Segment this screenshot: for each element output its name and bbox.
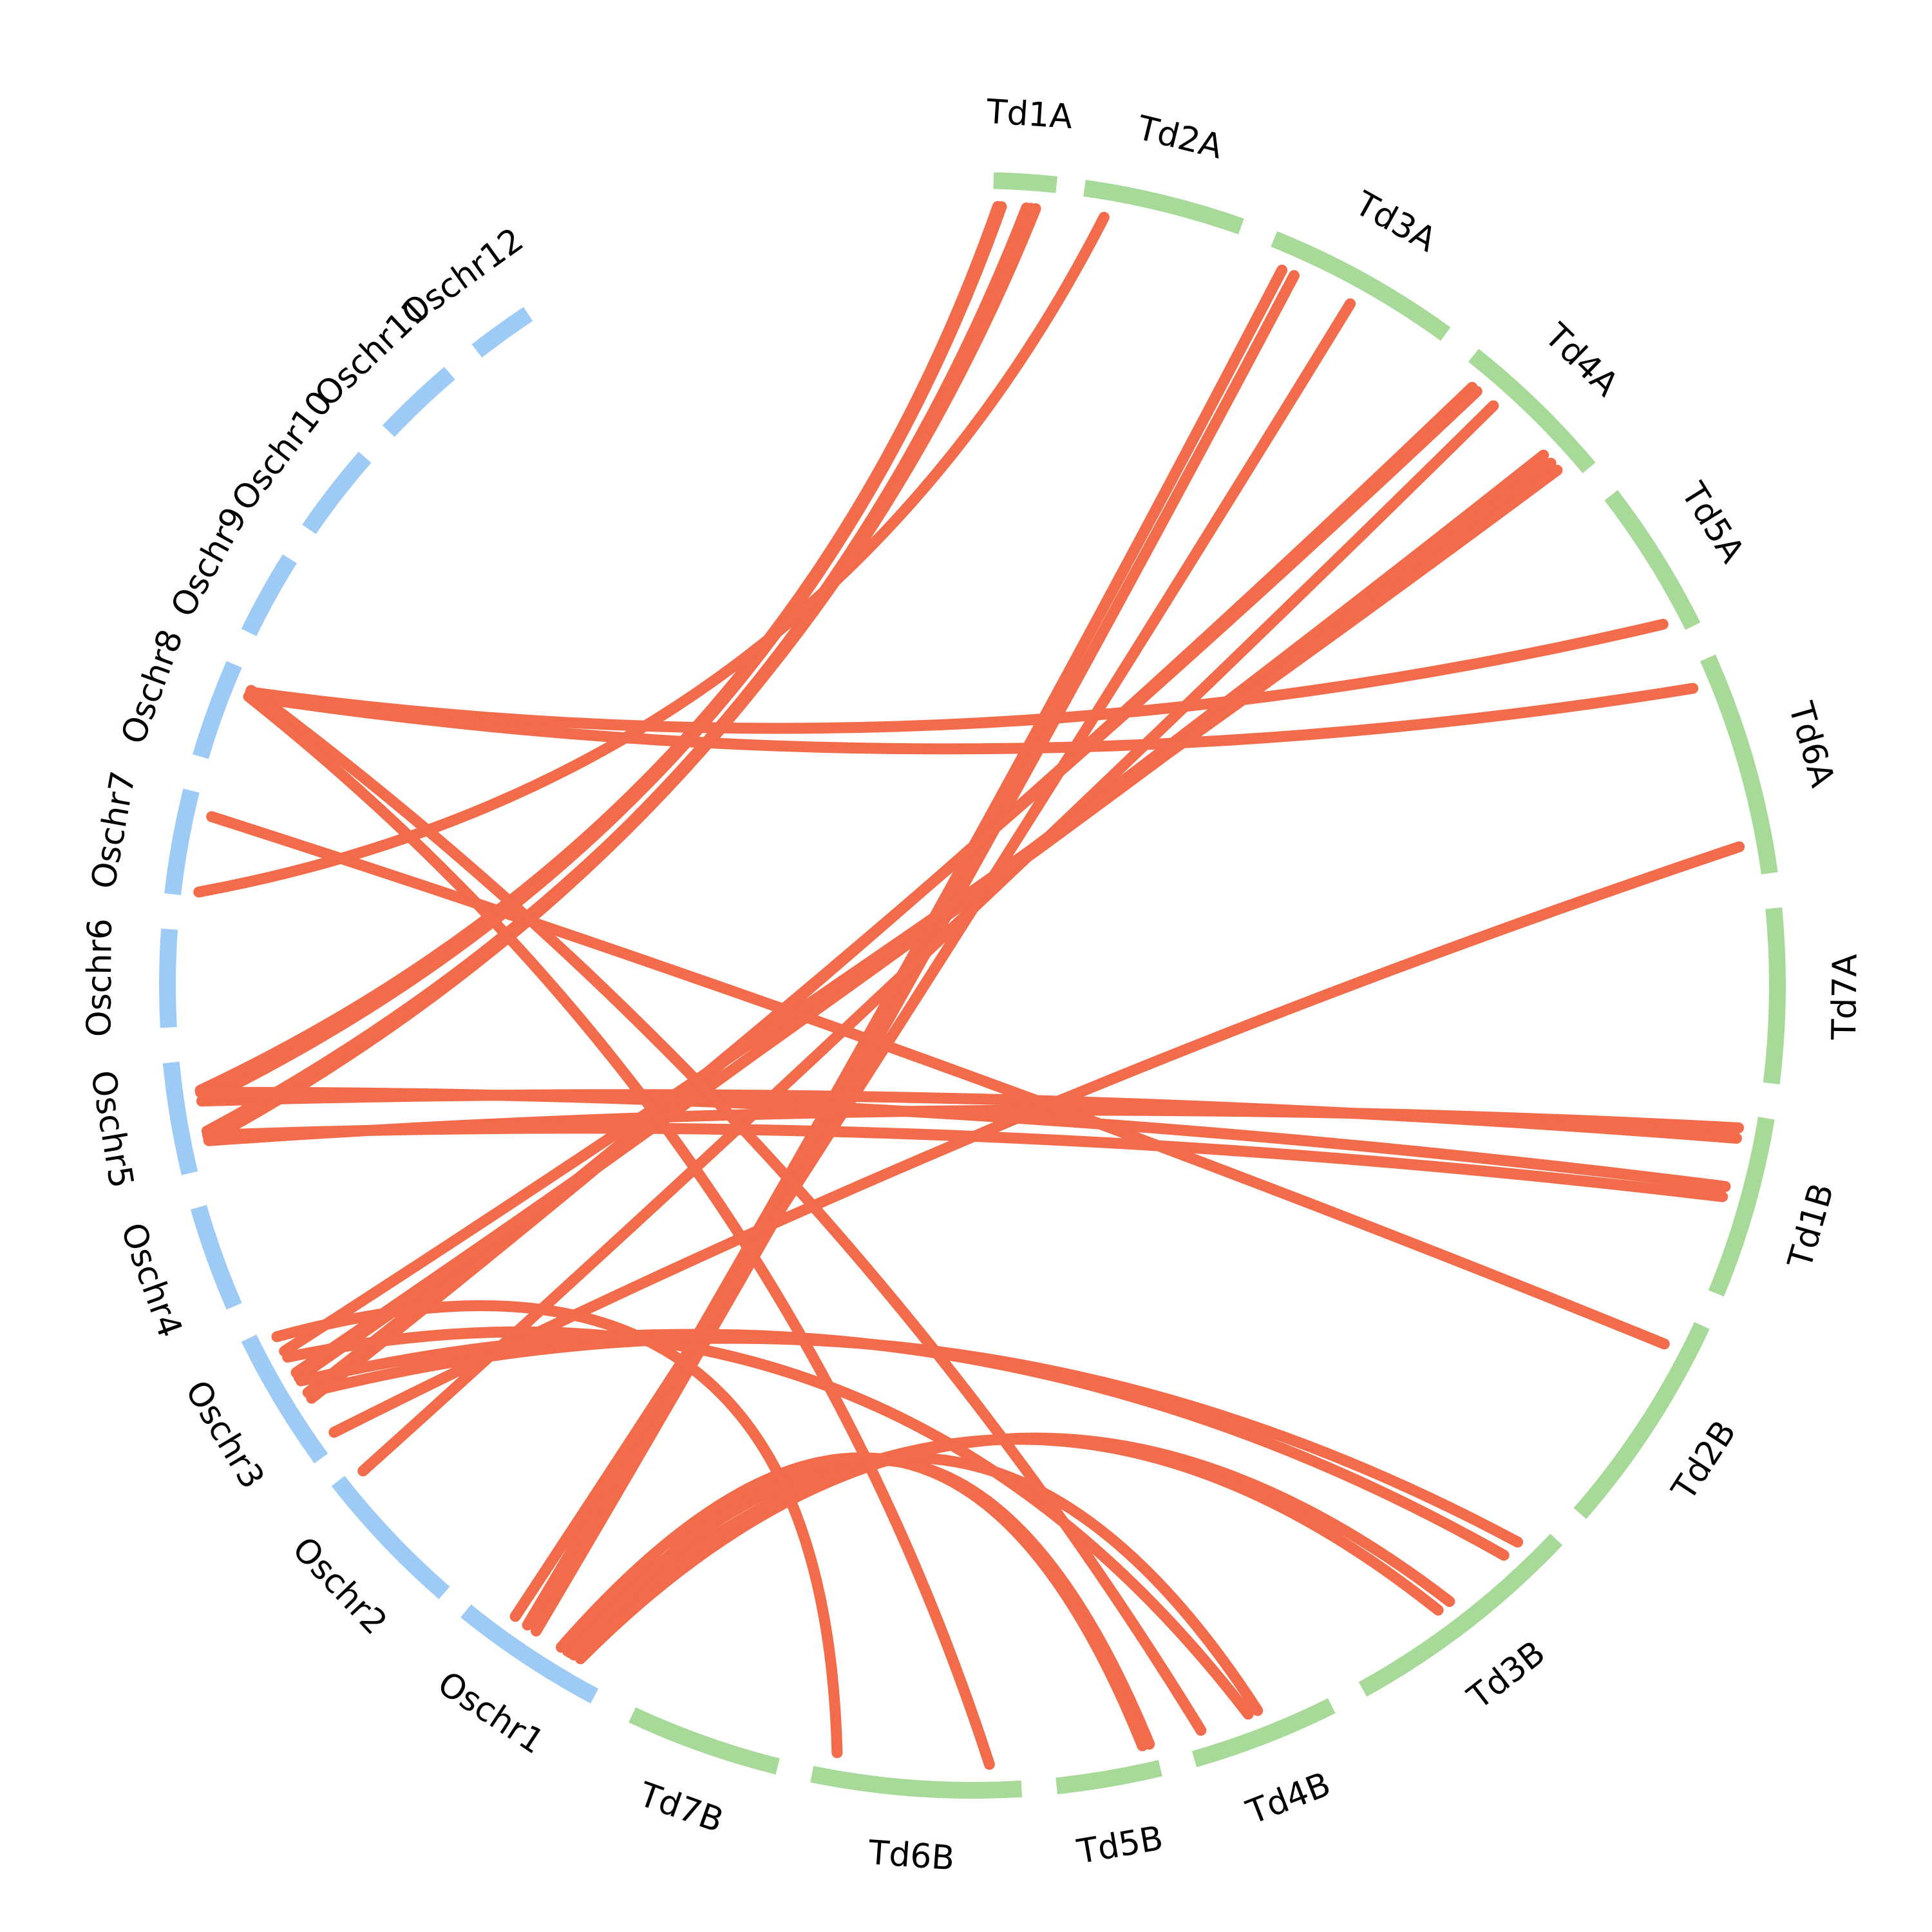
chromosome-arc-td3a [1271,231,1451,341]
synteny-link-td3b-oschr3 [302,1332,1524,1548]
chromosome-label-td1b: Td1B [1781,1179,1842,1273]
chromosome-arc-td4b [1191,1698,1336,1768]
chromosome-arc-oschr4 [190,1204,242,1310]
synteny-link-td6b-oschr8 [243,691,995,1770]
chromosome-arc-td5a [1604,490,1701,630]
chromosome-arc-oschr5 [162,1061,198,1175]
synteny-link-td1b-oschr5 [202,1122,1728,1202]
chromosome-label-oschr7: Oschr7 [84,768,144,892]
synteny-link-td2a-oschr7 [193,211,1110,898]
chromosome-label-td3b: Td3B [1461,1634,1553,1718]
chromosome-label-oschr3: Oschr3 [177,1374,271,1496]
chromosome-label-oschr2: Oschr2 [285,1530,394,1642]
chromosome-arc-td3b [1358,1533,1563,1697]
chromosome-label-oschr4: Oschr4 [113,1218,189,1342]
synteny-links [193,201,1745,1770]
synteny-link-td6b-oschr3 [271,1300,843,1759]
chromosome-label-td2b: Td2B [1664,1414,1744,1508]
chromosome-arc-oschr2 [331,1475,450,1600]
chromosome-arc-oschr12 [471,307,533,358]
chromosome-arc-td1a [993,172,1058,193]
chromosome-label-td6a: Td6A [1781,697,1842,791]
synteny-link-td5b-oschr1 [555,1452,1148,1752]
chromosome-arc-td5b [1056,1759,1162,1795]
chromosome-arc-oschr7 [164,788,200,895]
chromosome-label-oschr5: Oschr5 [83,1068,141,1191]
chromosome-arc-td2a [1083,180,1244,234]
chromosome-arc-oschr11 [382,366,455,437]
chromosome-arc-td4a [1468,348,1596,473]
chromosome-arc-td7a [1763,907,1786,1084]
chromosome-arc-td2b [1573,1321,1710,1519]
synteny-link-td3a-oschr1 [509,298,1356,1622]
chromosome-arc-td1b [1708,1117,1775,1297]
chromosome-label-oschr9: Oschr9 [164,501,255,623]
chromosome-label-td3a: Td3A [1348,184,1443,260]
chromosome-label-td5a: Td5A [1673,476,1752,570]
synteny-link-td1a-oschr5 [201,203,1041,1137]
synteny-link-td3b-oschr3 [295,1329,1510,1561]
synteny-link-td4b-oschr8 [245,685,1207,1736]
synteny-link-td5a-oschr8 [245,618,1669,734]
chromosome-label-td4a: Td4A [1537,316,1625,404]
synteny-link-td2b-oschr7 [206,811,1670,1350]
chromosome-label-oschr1: Oschr1 [431,1664,551,1762]
synteny-link-td1a-oschr5 [196,201,1007,1107]
chromosome-label-td7b: Td7B [634,1775,728,1840]
chromosome-arcs [159,172,1786,1799]
chromosome-arc-oschr1 [460,1604,599,1704]
synteny-link-td4a-oschr3 [279,464,1563,1357]
chromosome-arc-oschr3 [241,1334,328,1464]
synteny-link-td3b-oschr1 [574,1432,1455,1665]
chromosome-arc-oschr10 [302,451,372,535]
chromosome-arc-td6b [810,1766,1023,1799]
chromosome-label-td6b: Td6B [867,1833,956,1878]
chromosome-label-oschr8: Oschr8 [114,625,191,749]
synteny-link-td3b-oschr1 [564,1434,1444,1658]
chromosome-label-oschr6: Oschr6 [80,918,120,1037]
chromosome-label-td7a: Td7A [1825,953,1865,1041]
chromosome-label-td1a: Td1A [985,93,1074,137]
chromosome-label-td5b: Td5B [1074,1819,1166,1872]
chromosome-arc-td7b [629,1707,780,1775]
chromosome-label-td2a: Td2A [1133,109,1226,167]
chromosome-arc-td6a [1700,654,1778,875]
chromosome-arc-oschr8 [193,661,242,759]
chromosome-label-td4b: Td4B [1241,1765,1336,1833]
synteny-link-td1b-oschr5 [194,1086,1731,1192]
chromosome-arc-oschr6 [159,928,178,1028]
synteny-link-td6a-oschr8 [243,683,1699,755]
chromosome-arc-oschr9 [241,554,297,636]
